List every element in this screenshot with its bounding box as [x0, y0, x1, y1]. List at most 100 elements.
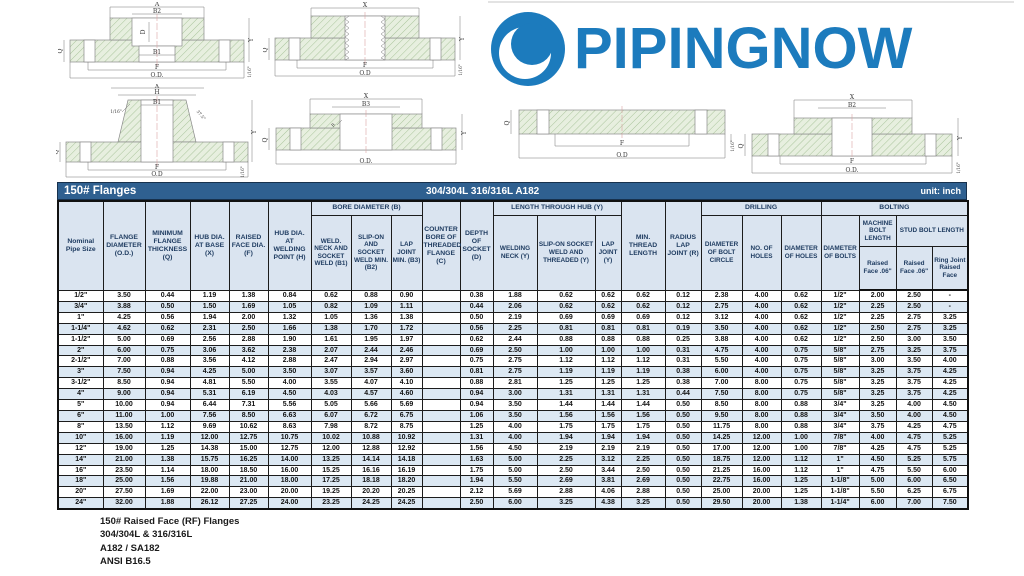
value-cell: 0.50 — [664, 431, 702, 444]
value-cell: 0.75 — [780, 377, 822, 390]
lap-joint-flange-drawing: X B3 Q R O.D. Y — [262, 93, 468, 165]
value-cell: 3.25 — [858, 377, 897, 390]
value-cell: 0.56 — [144, 311, 191, 324]
dim-label-f: F — [620, 140, 624, 147]
value-cell: 5.00 — [228, 366, 269, 379]
value-cell: 2.25 — [492, 322, 538, 335]
value-cell: 3.60 — [390, 366, 423, 379]
value-cell: 2.69 — [620, 475, 666, 488]
value-cell — [421, 377, 461, 390]
value-cell: 0.50 — [664, 464, 702, 477]
value-cell: 2.19 — [536, 442, 596, 455]
value-cell: 0.88 — [620, 333, 666, 346]
value-cell: 3.50 — [895, 355, 933, 368]
value-cell: 0.94 — [459, 399, 494, 411]
value-cell: 4.75 — [858, 464, 897, 477]
value-cell: 1.12 — [780, 464, 822, 477]
value-cell: 5.50 — [895, 464, 933, 477]
value-cell: 2.50 — [536, 464, 596, 477]
value-cell: 1.56 — [594, 409, 622, 422]
dim-label-q: Q — [504, 120, 511, 125]
value-cell: 4.81 — [189, 377, 230, 390]
value-cell: 1.38 — [780, 497, 822, 510]
value-cell: 5/8" — [820, 355, 860, 368]
value-cell: 12.00 — [741, 453, 782, 466]
value-cell: 20.00 — [741, 497, 782, 510]
value-cell: 7.50 — [700, 388, 743, 401]
dim-label-f: F — [363, 62, 367, 69]
value-cell: 4.00 — [895, 409, 933, 422]
table-row: 8" 13.50 1.12 9.69 10.62 8.63 7.98 8.72 8.75 1.25… — [57, 420, 969, 433]
pipe-size-cell: 1-1/4" — [57, 322, 104, 335]
value-cell: 3/4" — [820, 409, 860, 422]
dim-label-a: A — [154, 2, 160, 8]
value-cell: 1.12 — [144, 420, 191, 433]
value-cell: 3.12 — [700, 311, 743, 324]
col-header-bolt-dia: DIAMETER OF BOLTS — [820, 215, 860, 291]
value-cell: 0.50 — [664, 486, 702, 499]
group-header-length-hub: LENGTH THROUGH HUB (Y) — [492, 200, 622, 216]
value-cell: 8.72 — [350, 420, 392, 433]
dim-label-q: Q — [58, 48, 64, 53]
col-header-num-holes: NO. OF HOLES — [741, 215, 782, 291]
pipe-size-cell: 12" — [57, 442, 104, 455]
value-cell: 3.57 — [350, 366, 392, 379]
value-cell: 2.88 — [620, 486, 666, 499]
value-cell: 8.00 — [741, 420, 782, 433]
value-cell — [421, 475, 461, 488]
value-cell: 6.63 — [267, 409, 312, 422]
value-cell: 3.50 — [931, 333, 969, 346]
table-row: 16" 23.50 1.14 18.00 18.50 16.00 15.25 16.16 16.… — [57, 464, 969, 477]
value-cell: 1.69 — [144, 486, 191, 499]
value-cell: 3.81 — [594, 475, 622, 488]
value-cell: 1/2" — [820, 300, 860, 313]
col-header-y-so: SLIP-ON SOCKET WELD AND THREADED (Y) — [536, 215, 596, 291]
blind-flange-drawing: Q F O.D 1/16" — [504, 106, 735, 159]
value-cell: 2.25 — [536, 453, 596, 466]
value-cell: 3.55 — [310, 377, 352, 390]
value-cell — [421, 344, 461, 357]
value-cell: 19.25 — [310, 486, 352, 499]
value-cell: 0.50 — [664, 497, 702, 510]
value-cell — [421, 300, 461, 313]
value-cell: 2.75 — [492, 366, 538, 379]
flange-table: 150# Flanges 304/304L 316/316L A182 unit… — [57, 182, 970, 511]
value-cell: 4.25 — [895, 420, 933, 433]
value-cell: 3/4" — [820, 399, 860, 411]
value-cell: 4.50 — [267, 388, 312, 401]
value-cell — [421, 366, 461, 379]
dim-label-b2: B2 — [153, 8, 161, 15]
dim-label-f: F — [850, 158, 854, 165]
value-cell: 25.00 — [700, 486, 743, 499]
value-cell: 2.44 — [492, 333, 538, 346]
value-cell: 1.44 — [620, 399, 666, 411]
footer-line-2: 304/304L & 316/316L — [100, 529, 193, 541]
value-cell: 4.00 — [895, 399, 933, 411]
value-cell: 2.50 — [858, 333, 897, 346]
col-header-machine-bolt: MACHINE BOLT LENGTH — [858, 215, 897, 247]
col-header-y-wn: WELDING NECK (Y) — [492, 215, 538, 291]
value-cell: 4.00 — [741, 289, 782, 302]
value-cell: 5.00 — [492, 453, 538, 466]
value-cell: 9.50 — [700, 409, 743, 422]
value-cell: 5.05 — [310, 399, 352, 411]
dim-label-q: Q — [263, 47, 269, 52]
value-cell: 7/8" — [820, 431, 860, 444]
value-cell: 2.50 — [858, 322, 897, 335]
value-cell: 14.18 — [390, 453, 423, 466]
dim-label-r: R — [330, 121, 336, 127]
value-cell: 12.75 — [228, 431, 269, 444]
value-cell: 1.00 — [144, 409, 191, 422]
table-row: 3-1/2" 8.50 0.94 4.81 5.50 4.00 3.55 4.07 4.10 0.… — [57, 377, 969, 390]
value-cell: 0.69 — [594, 311, 622, 324]
dim-label-b3: B3 — [362, 101, 370, 108]
pipe-size-cell: 2" — [57, 344, 104, 357]
dim-label-q: Q — [738, 143, 745, 148]
value-cell: 0.88 — [459, 377, 494, 390]
table-row: 2" 6.00 0.75 3.06 3.62 2.38 2.07 2.44 2.46 0.69 2.… — [57, 344, 969, 357]
value-cell: 2.44 — [350, 344, 392, 357]
value-cell: 0.75 — [780, 355, 822, 368]
value-cell: 12.00 — [310, 442, 352, 455]
dim-label-y: Y — [251, 129, 258, 135]
value-cell: 6.00 — [102, 344, 146, 357]
